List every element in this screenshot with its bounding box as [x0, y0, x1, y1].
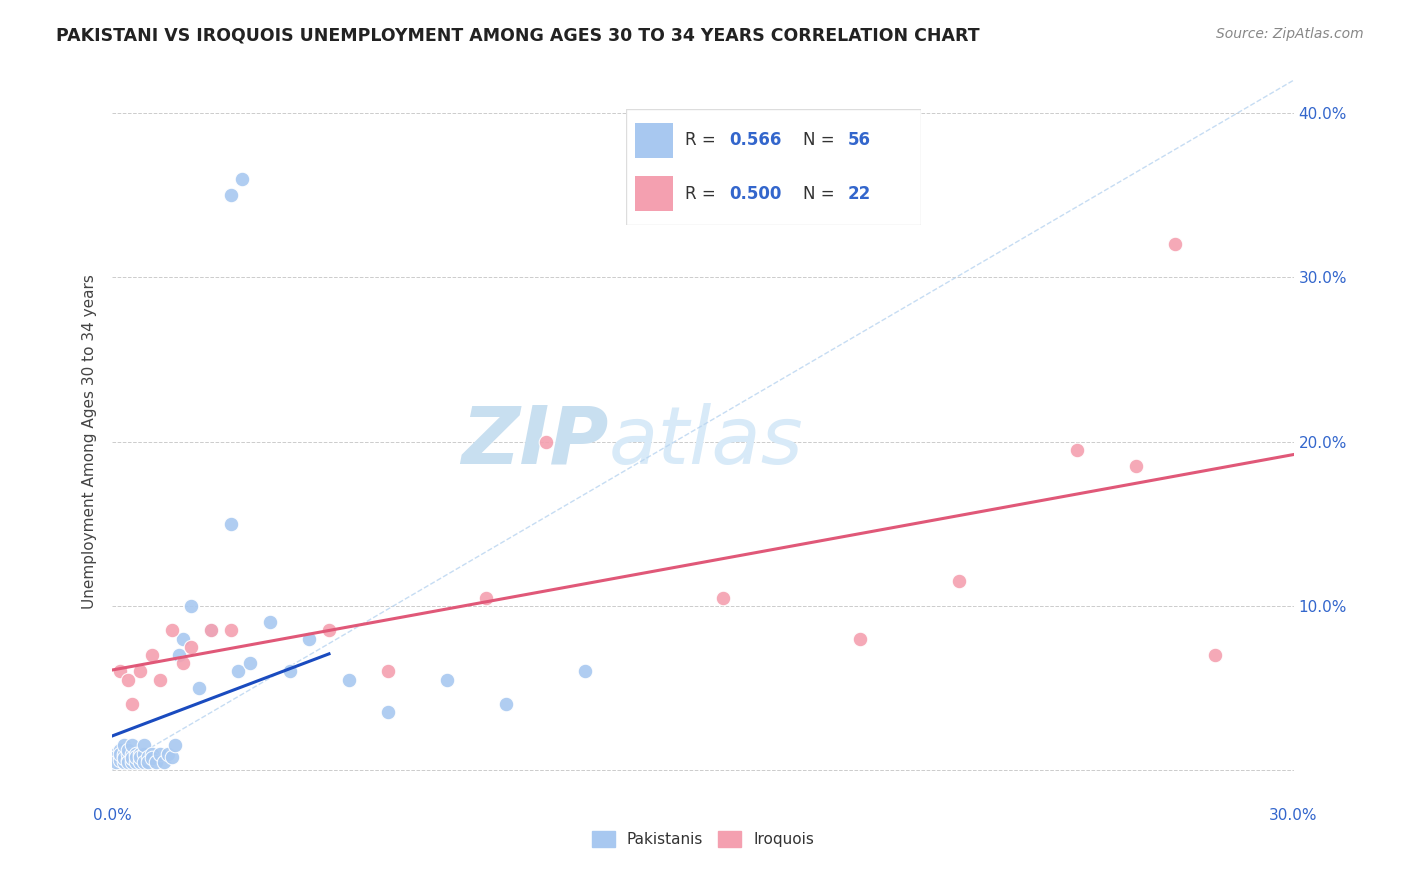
Point — [117, 673, 139, 687]
Point — [129, 749, 152, 764]
Point — [110, 665, 132, 679]
Point — [132, 755, 155, 769]
Point — [121, 747, 143, 761]
Point — [200, 624, 222, 638]
Text: atlas: atlas — [609, 402, 803, 481]
Point — [117, 747, 139, 761]
Point — [377, 665, 399, 679]
Point — [117, 755, 139, 769]
Point — [239, 657, 262, 671]
Point — [436, 673, 458, 687]
Point — [231, 171, 253, 186]
Point — [219, 516, 242, 531]
Point — [149, 747, 172, 761]
Point — [121, 698, 143, 712]
Point — [112, 747, 135, 761]
Point — [278, 665, 301, 679]
Point — [125, 747, 148, 761]
Point — [160, 624, 183, 638]
Point — [112, 755, 135, 769]
Point — [112, 749, 135, 764]
Text: PAKISTANI VS IROQUOIS UNEMPLOYMENT AMONG AGES 30 TO 34 YEARS CORRELATION CHART: PAKISTANI VS IROQUOIS UNEMPLOYMENT AMONG… — [56, 27, 980, 45]
Point — [219, 188, 242, 202]
Point — [141, 648, 163, 662]
Point — [711, 591, 734, 605]
Point — [125, 749, 148, 764]
Point — [145, 755, 167, 769]
Point — [121, 749, 143, 764]
Point — [152, 755, 174, 769]
Point — [105, 749, 128, 764]
Point — [121, 739, 143, 753]
Point — [169, 648, 191, 662]
Point — [849, 632, 872, 646]
Point — [129, 755, 152, 769]
Point — [132, 739, 155, 753]
Point — [149, 673, 172, 687]
Point — [110, 753, 132, 767]
Point — [180, 599, 202, 613]
Point — [132, 747, 155, 761]
Point — [136, 755, 159, 769]
Point — [117, 753, 139, 767]
Point — [1066, 442, 1088, 457]
Point — [180, 640, 202, 654]
Point — [534, 434, 557, 449]
Point — [110, 747, 132, 761]
Point — [160, 749, 183, 764]
Legend: Pakistanis, Iroquois: Pakistanis, Iroquois — [585, 825, 821, 853]
Point — [475, 591, 498, 605]
Point — [219, 624, 242, 638]
Point — [156, 747, 179, 761]
Point — [129, 747, 152, 761]
Point — [129, 665, 152, 679]
Point — [172, 657, 194, 671]
Point — [165, 739, 187, 753]
Point — [110, 743, 132, 757]
Point — [112, 751, 135, 765]
Point — [188, 681, 211, 695]
Point — [125, 755, 148, 769]
Point — [298, 632, 321, 646]
Point — [105, 755, 128, 769]
Point — [259, 615, 281, 630]
Point — [200, 624, 222, 638]
Point — [574, 665, 596, 679]
Point — [1164, 237, 1187, 252]
Point — [110, 749, 132, 764]
Point — [495, 698, 517, 712]
Point — [105, 747, 128, 761]
Point — [318, 624, 340, 638]
Text: ZIP: ZIP — [461, 402, 609, 481]
Point — [172, 632, 194, 646]
Text: Source: ZipAtlas.com: Source: ZipAtlas.com — [1216, 27, 1364, 41]
Point — [136, 749, 159, 764]
Point — [377, 706, 399, 720]
Point — [1125, 459, 1147, 474]
Point — [948, 574, 970, 588]
Point — [112, 739, 135, 753]
Point — [228, 665, 250, 679]
Y-axis label: Unemployment Among Ages 30 to 34 years: Unemployment Among Ages 30 to 34 years — [82, 274, 97, 609]
Point — [1204, 648, 1226, 662]
Point — [141, 747, 163, 761]
Point — [121, 751, 143, 765]
Point — [337, 673, 360, 687]
Point — [117, 743, 139, 757]
Point — [121, 755, 143, 769]
Point — [141, 751, 163, 765]
